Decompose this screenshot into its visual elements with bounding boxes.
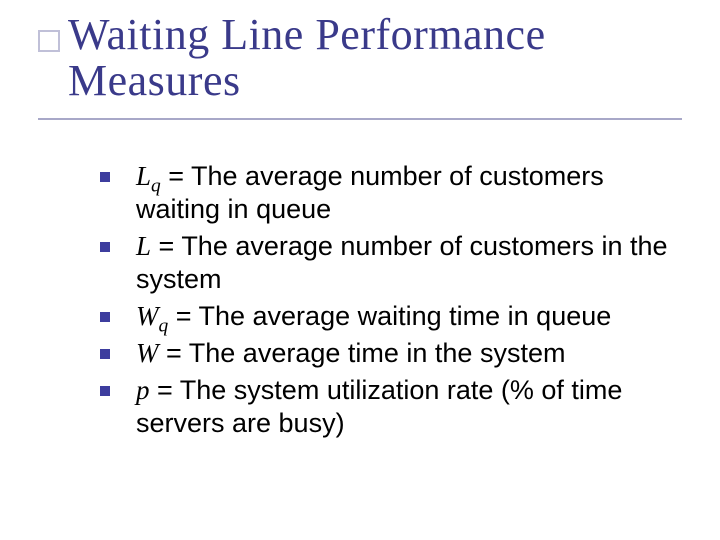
- subscript: q: [159, 315, 169, 336]
- definition-text: = The system utilization rate (% of time…: [136, 375, 622, 438]
- body-content: Lq = The average number of customers wai…: [100, 160, 682, 444]
- square-bullet-icon: [100, 242, 110, 252]
- square-bullet-icon: [100, 349, 110, 359]
- definition-text: = The average time in the system: [159, 338, 566, 368]
- symbol: L: [136, 231, 151, 261]
- definition-text: = The average waiting time in queue: [168, 301, 611, 331]
- definition-text: = The average number of customers in the…: [136, 231, 668, 294]
- slide-title: Waiting Line Performance Measures: [68, 12, 678, 104]
- slide: Waiting Line Performance Measures Lq = T…: [0, 0, 720, 540]
- symbol: L: [136, 161, 151, 191]
- list-item: W = The average time in the system: [100, 337, 682, 370]
- symbol: W: [136, 338, 159, 368]
- title-line-1: Waiting Line Performance: [68, 12, 678, 58]
- list-item: L = The average number of customers in t…: [100, 230, 682, 296]
- list-item: Lq = The average number of customers wai…: [100, 160, 682, 226]
- symbol: p: [136, 375, 150, 405]
- title-underline: [38, 118, 682, 120]
- square-bullet-icon: [100, 312, 110, 322]
- list-item: p = The system utilization rate (% of ti…: [100, 374, 682, 440]
- list-item: Wq = The average waiting time in queue: [100, 300, 682, 333]
- square-bullet-icon: [100, 386, 110, 396]
- title-accent-box: [38, 30, 60, 52]
- title-line-2: Measures: [68, 58, 678, 104]
- definition-text: = The average number of customers waitin…: [136, 161, 604, 224]
- symbol: W: [136, 301, 159, 331]
- square-bullet-icon: [100, 172, 110, 182]
